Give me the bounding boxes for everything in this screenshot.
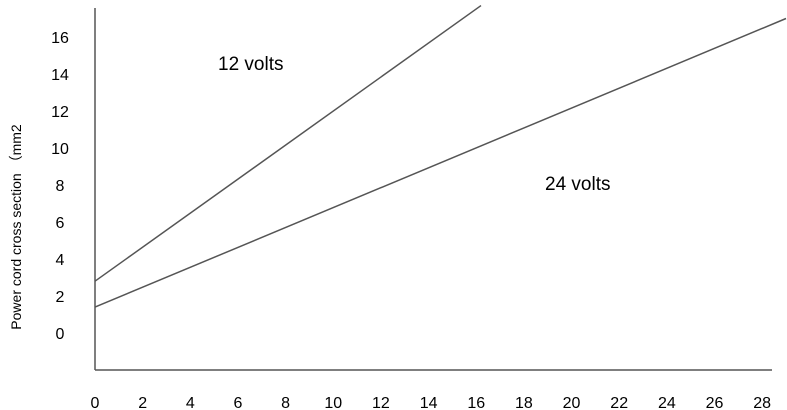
- x-tick-label: 6: [234, 395, 243, 410]
- y-tick-label: 8: [56, 178, 65, 195]
- y-axis-label: Power cord cross section （mm2: [8, 124, 24, 330]
- x-tick-label: 0: [91, 395, 100, 410]
- y-tick-label: 14: [51, 67, 69, 84]
- x-tick-label: 22: [610, 395, 628, 410]
- x-tick-label: 24: [658, 395, 676, 410]
- x-tick-label: 18: [515, 395, 533, 410]
- y-tick-label: 10: [51, 141, 69, 158]
- y-tick-label: 2: [56, 289, 65, 306]
- x-tick-label: 8: [281, 395, 290, 410]
- y-tick-labels: 0 2 4 6 8 10 12 14 16: [51, 30, 69, 343]
- y-tick-label: 16: [51, 30, 69, 47]
- y-tick-label: 12: [51, 104, 69, 121]
- y-tick-label: 6: [56, 215, 65, 232]
- x-tick-label: 4: [186, 395, 195, 410]
- series-line-24-volts: [94, 17, 787, 308]
- x-tick-labels: 0 2 4 6 8 10 12 14 16 18 20 22 24 26 28: [91, 395, 772, 410]
- series-label-12-volts: 12 volts: [218, 54, 283, 75]
- x-tick-label: 28: [753, 395, 771, 410]
- x-tick-label: 2: [138, 395, 147, 410]
- y-tick-label: 0: [56, 326, 65, 343]
- x-tick-label: 26: [706, 395, 724, 410]
- series-label-24-volts: 24 volts: [545, 174, 610, 195]
- x-tick-label: 12: [372, 395, 390, 410]
- y-tick-label: 4: [56, 252, 65, 269]
- x-tick-label: 10: [324, 395, 342, 410]
- x-tick-label: 14: [420, 395, 438, 410]
- series-lines: [94, 4, 787, 308]
- series-line-12-volts: [94, 4, 482, 282]
- x-tick-label: 20: [563, 395, 581, 410]
- x-tick-label: 16: [467, 395, 485, 410]
